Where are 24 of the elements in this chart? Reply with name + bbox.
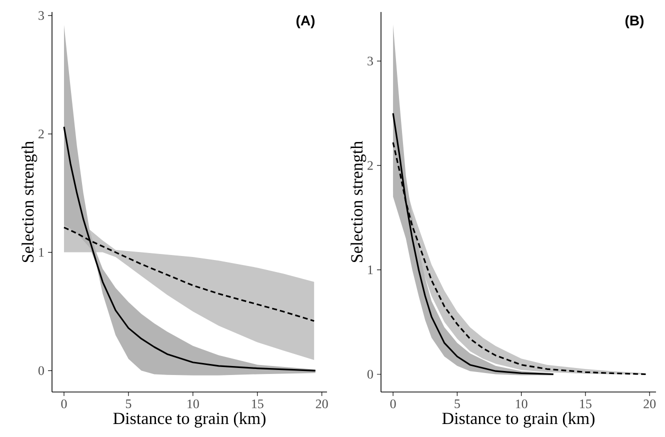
y-axis-title: Selection strength <box>22 141 38 262</box>
y-tick-label: 2 <box>368 161 373 170</box>
y-tick-label: 3 <box>38 11 44 20</box>
x-tick-label: 5 <box>126 400 132 408</box>
x-tick-label: 15 <box>580 400 592 408</box>
chart-title: (A) <box>296 15 315 28</box>
x-axis-title: Distance to grain (km) <box>113 412 266 428</box>
y-tick-label: 3 <box>368 56 373 66</box>
x-tick-label: 5 <box>454 400 460 408</box>
y-tick-label: 0 <box>367 370 373 379</box>
x-tick-label: 20 <box>644 400 656 408</box>
y-tick-label: 1 <box>39 248 44 257</box>
y-tick-label: 0 <box>38 366 44 376</box>
x-tick-label: 20 <box>316 400 328 408</box>
x-tick-label: 15 <box>252 400 264 408</box>
x-tick-label: 0 <box>390 400 396 408</box>
y-axis-title: Selection strength <box>350 141 366 262</box>
y-tick-label: 1 <box>368 266 373 274</box>
x-tick-label: 0 <box>61 400 67 408</box>
x-tick-label: 10 <box>188 400 199 408</box>
x-tick-label: 10 <box>516 400 528 408</box>
chart-title: (B) <box>625 15 644 28</box>
y-tick-label: 2 <box>38 130 44 138</box>
x-axis-title: Distance to grain (km) <box>442 412 594 428</box>
